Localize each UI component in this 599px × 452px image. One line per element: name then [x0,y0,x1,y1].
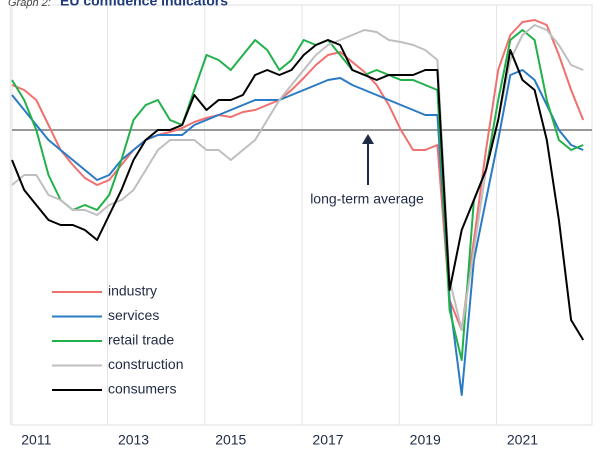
chart-title: EU confidence indicators [60,0,228,9]
series-line [11,39,585,341]
x-tick-label: 2019 [410,432,441,448]
x-tick-label: 2011 [21,432,51,448]
chart-label: Graph 2: [8,0,51,9]
legend-label: industry [108,283,157,299]
x-tick-label: 2017 [312,432,343,448]
x-tick-label: 2021 [507,432,538,448]
legend-label: construction [108,356,183,372]
x-tick-label: 2013 [118,432,149,448]
annotation: long-term average [310,191,424,207]
legend-label: services [108,307,159,323]
series-line [11,19,585,331]
series-line [11,69,584,396]
x-tick-label: 2015 [215,432,246,448]
legend-label: consumers [108,381,176,397]
arrow-head [362,134,374,144]
legend-label: retail trade [108,332,174,348]
